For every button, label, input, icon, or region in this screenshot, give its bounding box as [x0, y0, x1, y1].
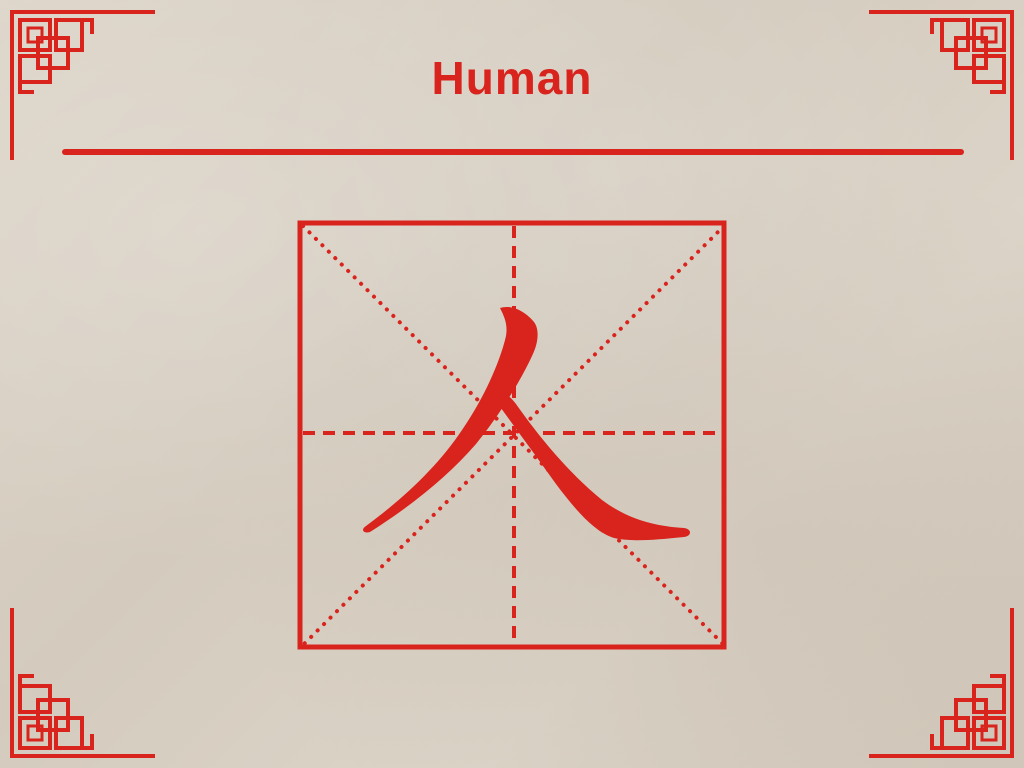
grid-frame — [297, 220, 727, 650]
grid-diagonal-up — [301, 224, 726, 647]
page-title: Human — [431, 52, 593, 104]
title-divider — [62, 149, 964, 155]
grid-diagonal-down — [301, 224, 726, 647]
ren-character-icon — [363, 306, 690, 541]
